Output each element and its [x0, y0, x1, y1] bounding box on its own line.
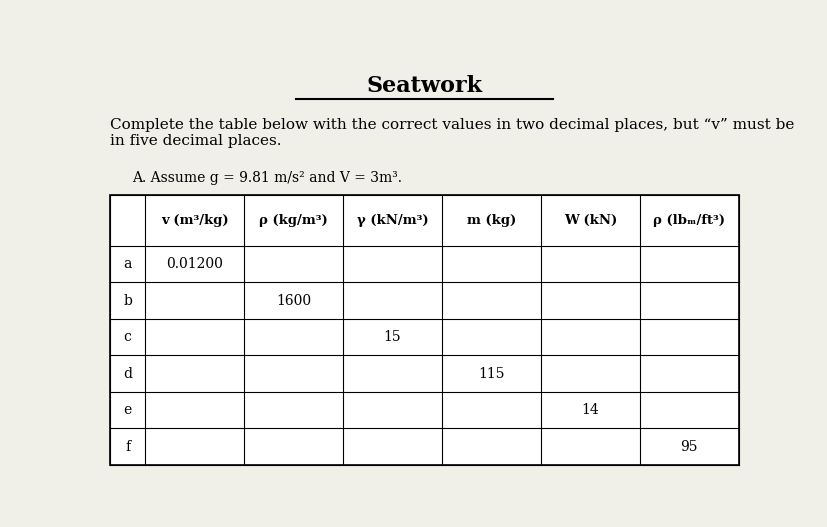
Text: 15: 15 — [383, 330, 401, 344]
Text: v (m³/kg): v (m³/kg) — [160, 214, 228, 227]
Text: m (kg): m (kg) — [466, 214, 515, 227]
Text: ρ (kg/m³): ρ (kg/m³) — [259, 214, 327, 227]
Text: e: e — [123, 403, 131, 417]
Text: A. Assume g = 9.81 m/s² and V = 3m³.: A. Assume g = 9.81 m/s² and V = 3m³. — [132, 171, 402, 185]
Text: 115: 115 — [478, 367, 504, 380]
Text: f: f — [125, 440, 130, 454]
Text: a: a — [123, 257, 131, 271]
Text: b: b — [123, 294, 131, 308]
Text: ρ (lbₘ/ft³): ρ (lbₘ/ft³) — [653, 214, 724, 227]
Bar — [110, 195, 738, 465]
Text: c: c — [123, 330, 131, 344]
Text: d: d — [123, 367, 131, 380]
Text: Seatwork: Seatwork — [366, 75, 482, 97]
Text: 1600: 1600 — [275, 294, 311, 308]
Text: W (kN): W (kN) — [563, 214, 616, 227]
Text: 14: 14 — [581, 403, 599, 417]
Text: γ (kN/m³): γ (kN/m³) — [356, 214, 428, 227]
Text: 0.01200: 0.01200 — [166, 257, 222, 271]
Text: 95: 95 — [680, 440, 697, 454]
Text: Complete the table below with the correct values in two decimal places, but “v” : Complete the table below with the correc… — [110, 118, 793, 148]
